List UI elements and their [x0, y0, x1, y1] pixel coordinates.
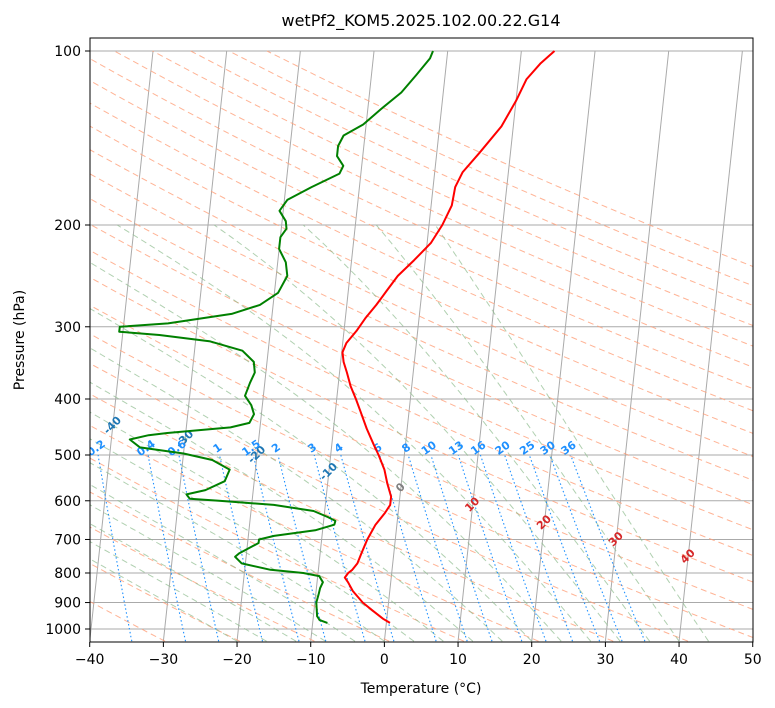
isotherm-label: -50: [29, 399, 52, 422]
moist-adiabat: [90, 307, 533, 642]
mixing-ratio-line: [504, 454, 574, 642]
mixing-ratio-line: [313, 454, 366, 642]
isotherm-line: [678, 50, 743, 642]
y-tick-label: 700: [54, 532, 81, 548]
dry-adiabat: [90, 249, 753, 557]
isotherm-line: [752, 634, 753, 642]
isotherm-label: 40: [678, 546, 698, 566]
dry-adiabat: [90, 125, 753, 434]
dry-adiabat: [90, 424, 539, 642]
x-tick-label: −20: [222, 652, 252, 668]
y-tick-label: 300: [54, 320, 81, 336]
isotherm-line: [383, 50, 449, 642]
dry-adiabat: [90, 304, 753, 610]
isotherm-label: 0: [393, 480, 408, 495]
mixing-ratio-label: 1: [211, 441, 225, 456]
isotherm-line: [236, 50, 301, 642]
isotherm-line: [0, 51, 6, 641]
mixing-ratio-label: 2: [269, 441, 283, 456]
x-tick-label: 20: [523, 652, 541, 668]
plot-frame: [89, 37, 754, 643]
chart-title: wetPf2_KOM5.2025.102.00.22.G14: [281, 11, 560, 31]
isotherm-line: [531, 50, 596, 642]
mixing-ratio-line: [340, 454, 395, 642]
mixing-ratio-line: [457, 454, 523, 642]
mixing-ratio-line: [97, 454, 133, 642]
y-tick-label: 600: [54, 494, 81, 510]
x-tick-label: −10: [296, 652, 326, 668]
moist-adiabat: [434, 224, 709, 642]
isotherm-line: [604, 50, 670, 642]
mixing-ratio-label: 3: [305, 441, 319, 456]
mixing-ratio-line: [570, 454, 646, 642]
mixing-ratio-line: [252, 454, 300, 642]
dry-adiabat: [90, 362, 689, 642]
y-tick-label: 100: [54, 44, 81, 60]
isotherm-label: 20: [534, 512, 554, 532]
x-tick-label: −30: [149, 652, 179, 668]
moist-adiabat: [90, 504, 326, 642]
dry-adiabat: [90, 102, 753, 412]
moist-adiabat: [90, 381, 474, 642]
y-tick-label: 800: [54, 566, 81, 582]
moist-adiabat: [375, 224, 680, 642]
moist-adiabat: [90, 541, 267, 642]
x-tick-label: 40: [670, 652, 688, 668]
dry-adiabat: [90, 223, 753, 531]
moist-adiabat: [90, 347, 503, 642]
dry-adiabat: [90, 276, 753, 583]
dry-adiabat: [90, 526, 315, 642]
y-tick-label: 500: [54, 448, 81, 464]
moist-adiabat: [90, 558, 238, 642]
dry-adiabat: [90, 80, 753, 390]
moist-adiabat: [302, 224, 650, 642]
x-tick-label: 0: [380, 652, 389, 668]
moist-adiabat: [90, 523, 297, 642]
y-tick-label: 1000: [45, 622, 81, 638]
dry-adiabat: [114, 50, 753, 347]
moist-adiabat: [90, 261, 562, 642]
mixing-ratio-line: [528, 454, 601, 642]
dry-adiabat: [190, 50, 753, 306]
mixing-ratio-line: [218, 454, 264, 642]
dry-adiabat: [90, 198, 753, 506]
isotherm-line: [90, 50, 154, 642]
moist-adiabat: [90, 438, 415, 642]
mixing-ratio-label: 0.2: [84, 437, 107, 459]
mixing-ratio-line: [479, 454, 547, 642]
dewpoint-profile-line: [118, 50, 434, 624]
isotherm-line: [162, 50, 228, 642]
dry-adiabat: [90, 562, 240, 642]
x-tick-label: −40: [75, 652, 105, 668]
mixing-ratio-line: [277, 454, 327, 642]
x-tick-label: 50: [744, 652, 762, 668]
mixing-ratio-label: 4: [332, 440, 346, 455]
y-axis-title: Pressure (hPa): [12, 290, 28, 390]
x-tick-label: 10: [449, 652, 467, 668]
mixing-ratio-line: [430, 454, 493, 642]
moist-adiabat: [90, 484, 356, 642]
isotherm-label: -10: [317, 460, 340, 483]
mixing-ratio-label: 8: [399, 441, 413, 456]
y-tick-label: 900: [54, 596, 81, 612]
x-tick-label: 30: [596, 652, 614, 668]
y-tick-label: 200: [54, 218, 81, 234]
moist-adiabat: [90, 462, 385, 642]
moist-adiabat: [116, 224, 592, 642]
temperature-profile-line: [341, 50, 556, 624]
isotherm-line: [310, 50, 375, 642]
dry-adiabat: [90, 333, 753, 639]
y-tick-label: 400: [54, 392, 81, 408]
moist-adiabat: [213, 224, 621, 642]
x-axis-title: Temperature (°C): [360, 681, 482, 697]
dry-adiabat: [90, 393, 614, 642]
dry-adiabat: [90, 58, 753, 368]
mixing-ratio-line: [549, 454, 623, 642]
isotherm-label: 30: [606, 529, 626, 549]
mixing-ratio-line: [407, 454, 468, 642]
